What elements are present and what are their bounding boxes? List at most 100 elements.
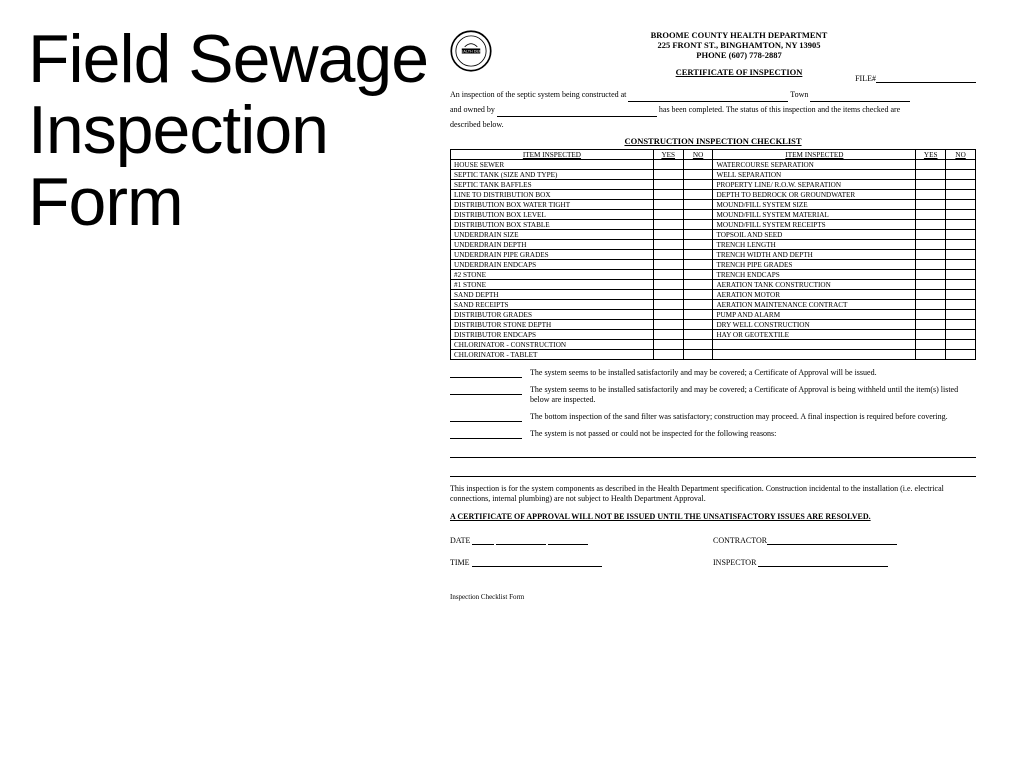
cell-yes-right[interactable]	[916, 330, 946, 340]
cell-no-left[interactable]	[683, 200, 713, 210]
intro-2b: has been completed. The status of this i…	[659, 105, 900, 114]
cell-no-right[interactable]	[946, 350, 976, 360]
finding-check[interactable]	[450, 368, 522, 378]
dept-seal-icon: HEALTH DEPT	[450, 30, 492, 72]
cell-no-left[interactable]	[683, 160, 713, 170]
file-blank[interactable]	[876, 73, 976, 83]
cell-no-left[interactable]	[683, 270, 713, 280]
th-yes-left: YES	[653, 150, 683, 160]
cell-item-left: SAND RECEIPTS	[451, 300, 654, 310]
cell-yes-right[interactable]	[916, 180, 946, 190]
cell-no-left[interactable]	[683, 180, 713, 190]
cell-no-left[interactable]	[683, 260, 713, 270]
cell-yes-left[interactable]	[653, 310, 683, 320]
cell-no-right[interactable]	[946, 170, 976, 180]
cell-yes-left[interactable]	[653, 280, 683, 290]
cell-yes-left[interactable]	[653, 160, 683, 170]
cell-yes-left[interactable]	[653, 220, 683, 230]
cell-no-left[interactable]	[683, 240, 713, 250]
town-blank[interactable]	[810, 92, 910, 102]
cell-yes-right[interactable]	[916, 290, 946, 300]
cell-no-right[interactable]	[946, 180, 976, 190]
cell-yes-left[interactable]	[653, 290, 683, 300]
cell-no-right[interactable]	[946, 310, 976, 320]
cell-yes-left[interactable]	[653, 340, 683, 350]
cell-no-left[interactable]	[683, 210, 713, 220]
finding-check[interactable]	[450, 412, 522, 422]
cell-no-left[interactable]	[683, 230, 713, 240]
cell-yes-left[interactable]	[653, 350, 683, 360]
cell-yes-left[interactable]	[653, 270, 683, 280]
intro-1a: An inspection of the septic system being…	[450, 90, 626, 99]
cell-no-left[interactable]	[683, 190, 713, 200]
cell-yes-right[interactable]	[916, 200, 946, 210]
cell-yes-right[interactable]	[916, 220, 946, 230]
cell-yes-right[interactable]	[916, 210, 946, 220]
cell-yes-left[interactable]	[653, 210, 683, 220]
finding-check[interactable]	[450, 429, 522, 439]
cell-yes-left[interactable]	[653, 180, 683, 190]
owner-blank[interactable]	[497, 107, 657, 117]
cell-no-right[interactable]	[946, 190, 976, 200]
cell-no-left[interactable]	[683, 350, 713, 360]
cell-no-left[interactable]	[683, 330, 713, 340]
cell-no-left[interactable]	[683, 250, 713, 260]
cell-no-right[interactable]	[946, 260, 976, 270]
cell-yes-right[interactable]	[916, 230, 946, 240]
cell-no-right[interactable]	[946, 240, 976, 250]
cell-yes-right[interactable]	[916, 340, 946, 350]
cell-yes-right[interactable]	[916, 280, 946, 290]
cell-yes-right[interactable]	[916, 260, 946, 270]
cell-no-left[interactable]	[683, 310, 713, 320]
cell-yes-right[interactable]	[916, 300, 946, 310]
cell-yes-left[interactable]	[653, 250, 683, 260]
cell-no-left[interactable]	[683, 320, 713, 330]
cell-no-right[interactable]	[946, 280, 976, 290]
cell-no-right[interactable]	[946, 320, 976, 330]
cell-yes-left[interactable]	[653, 330, 683, 340]
cell-no-right[interactable]	[946, 340, 976, 350]
cell-yes-left[interactable]	[653, 170, 683, 180]
cell-no-left[interactable]	[683, 220, 713, 230]
reason-line[interactable]	[450, 465, 976, 477]
cell-no-left[interactable]	[683, 170, 713, 180]
cell-yes-left[interactable]	[653, 260, 683, 270]
finding-row: The system is not passed or could not be…	[450, 429, 976, 439]
cell-no-left[interactable]	[683, 340, 713, 350]
cell-no-right[interactable]	[946, 160, 976, 170]
cell-yes-left[interactable]	[653, 320, 683, 330]
cell-item-left: DISTRIBUTION BOX WATER TIGHT	[451, 200, 654, 210]
cell-no-right[interactable]	[946, 290, 976, 300]
cell-yes-left[interactable]	[653, 200, 683, 210]
cell-no-right[interactable]	[946, 230, 976, 240]
cell-no-right[interactable]	[946, 200, 976, 210]
cell-no-right[interactable]	[946, 270, 976, 280]
cell-no-right[interactable]	[946, 220, 976, 230]
cell-yes-left[interactable]	[653, 300, 683, 310]
cell-no-right[interactable]	[946, 250, 976, 260]
cell-item-left: SAND DEPTH	[451, 290, 654, 300]
cell-no-right[interactable]	[946, 330, 976, 340]
reason-line[interactable]	[450, 446, 976, 458]
cell-yes-left[interactable]	[653, 230, 683, 240]
finding-check[interactable]	[450, 385, 522, 395]
cell-yes-right[interactable]	[916, 310, 946, 320]
cell-no-right[interactable]	[946, 210, 976, 220]
cell-yes-right[interactable]	[916, 250, 946, 260]
cell-no-right[interactable]	[946, 300, 976, 310]
cell-yes-right[interactable]	[916, 160, 946, 170]
cell-yes-right[interactable]	[916, 170, 946, 180]
cell-yes-right[interactable]	[916, 320, 946, 330]
cell-yes-right[interactable]	[916, 240, 946, 250]
cell-no-left[interactable]	[683, 300, 713, 310]
cell-yes-right[interactable]	[916, 190, 946, 200]
cell-yes-left[interactable]	[653, 240, 683, 250]
cell-yes-right[interactable]	[916, 350, 946, 360]
cell-yes-right[interactable]	[916, 270, 946, 280]
cell-yes-left[interactable]	[653, 190, 683, 200]
address-blank[interactable]	[628, 92, 788, 102]
cell-no-left[interactable]	[683, 290, 713, 300]
table-row: SEPTIC TANK (SIZE AND TYPE)WELL SEPARATI…	[451, 170, 976, 180]
cell-no-left[interactable]	[683, 280, 713, 290]
table-row: #1 STONEAERATION TANK CONSTRUCTION	[451, 280, 976, 290]
